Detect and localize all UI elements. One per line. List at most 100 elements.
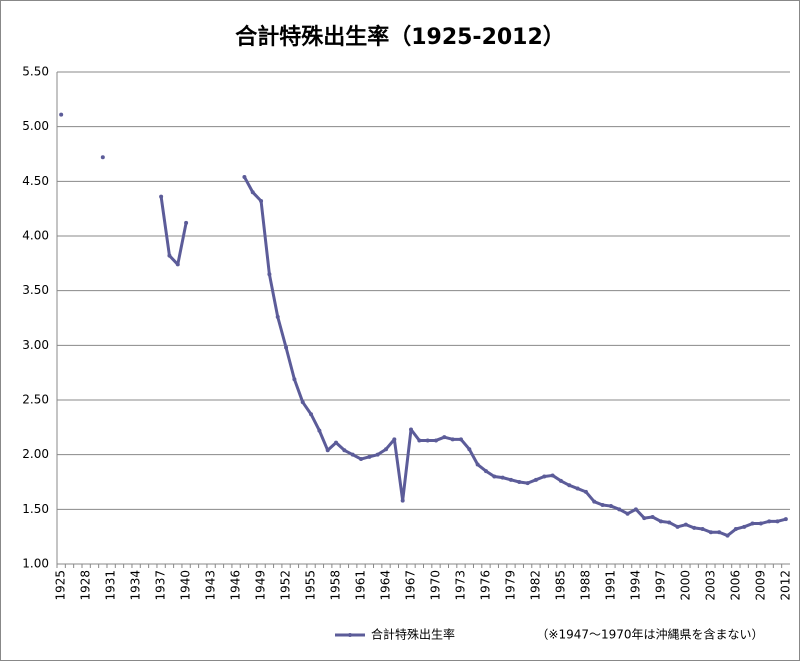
point bbox=[508, 477, 513, 482]
point bbox=[384, 447, 389, 452]
legend-label: 合計特殊出生率 bbox=[371, 627, 455, 642]
point bbox=[592, 499, 597, 504]
point bbox=[775, 519, 780, 524]
point bbox=[525, 481, 530, 486]
x-tick-label: 1940 bbox=[179, 570, 193, 601]
point bbox=[675, 524, 680, 529]
point bbox=[558, 478, 563, 483]
point bbox=[517, 480, 522, 484]
x-tick-label: 1976 bbox=[478, 570, 492, 601]
point bbox=[742, 524, 747, 529]
y-tick-label: 1.00 bbox=[22, 557, 49, 571]
x-tick-label: 1937 bbox=[154, 570, 168, 601]
point bbox=[425, 438, 430, 443]
point bbox=[650, 514, 655, 519]
point bbox=[583, 489, 588, 494]
point bbox=[284, 345, 289, 350]
x-tick-label: 1925 bbox=[54, 570, 68, 601]
x-tick-label: 1943 bbox=[204, 570, 218, 601]
point bbox=[633, 507, 638, 512]
y-tick-label: 5.50 bbox=[22, 65, 49, 79]
point bbox=[708, 530, 713, 535]
point bbox=[642, 516, 647, 521]
x-tick-label: 1934 bbox=[129, 570, 143, 601]
point bbox=[350, 452, 355, 457]
point bbox=[367, 454, 372, 459]
point bbox=[692, 525, 697, 530]
point bbox=[334, 440, 339, 445]
point bbox=[625, 511, 630, 516]
point bbox=[400, 498, 405, 503]
point bbox=[500, 475, 505, 480]
point bbox=[717, 530, 722, 535]
x-tick-label: 1994 bbox=[628, 570, 642, 601]
point bbox=[242, 174, 247, 179]
point bbox=[267, 272, 272, 277]
x-tick-label: 1928 bbox=[79, 570, 93, 601]
x-tick-label: 1979 bbox=[503, 570, 517, 601]
point bbox=[159, 194, 164, 199]
x-tick-label: 1931 bbox=[104, 570, 118, 601]
point bbox=[542, 474, 547, 479]
point bbox=[483, 469, 488, 474]
chart-title: 合計特殊出生率（1925-2012） bbox=[235, 24, 565, 50]
point bbox=[667, 520, 672, 525]
point bbox=[359, 457, 364, 462]
point bbox=[458, 437, 463, 442]
x-tick-label: 1949 bbox=[254, 570, 268, 601]
x-tick-label: 2006 bbox=[728, 570, 742, 601]
y-tick-label: 5.00 bbox=[22, 119, 49, 133]
point bbox=[184, 220, 189, 225]
point bbox=[617, 507, 622, 512]
point bbox=[250, 190, 255, 195]
point bbox=[575, 486, 580, 491]
x-tick-label: 1955 bbox=[304, 570, 318, 601]
point bbox=[275, 314, 280, 319]
x-tick-label: 2000 bbox=[678, 570, 692, 601]
point bbox=[100, 155, 105, 160]
x-tick-label: 1970 bbox=[428, 570, 442, 601]
x-tick-label: 1952 bbox=[279, 570, 293, 601]
y-tick-label: 2.50 bbox=[22, 393, 49, 407]
point bbox=[325, 448, 330, 453]
point bbox=[733, 527, 738, 532]
point bbox=[533, 477, 538, 482]
point bbox=[467, 447, 472, 452]
point bbox=[342, 448, 347, 453]
x-tick-label: 1985 bbox=[553, 570, 567, 601]
point bbox=[450, 437, 455, 442]
point bbox=[658, 519, 663, 524]
point bbox=[292, 377, 297, 382]
y-tick-label: 2.00 bbox=[22, 447, 49, 461]
x-tick-label: 1961 bbox=[354, 570, 368, 601]
point bbox=[550, 473, 555, 478]
point bbox=[300, 400, 305, 405]
point bbox=[683, 522, 688, 527]
y-tick-label: 1.50 bbox=[22, 502, 49, 516]
x-tick-label: 1991 bbox=[603, 570, 617, 601]
x-tick-label: 1973 bbox=[453, 570, 467, 601]
y-tick-label: 3.00 bbox=[22, 338, 49, 352]
point bbox=[783, 517, 788, 522]
point bbox=[767, 519, 772, 524]
x-tick-label: 2003 bbox=[703, 570, 717, 601]
point bbox=[758, 521, 763, 526]
x-tick-label: 2009 bbox=[753, 570, 767, 601]
x-tick-label: 1997 bbox=[653, 570, 667, 601]
point bbox=[317, 428, 322, 433]
y-tick-label: 4.50 bbox=[22, 174, 49, 188]
point bbox=[392, 437, 397, 442]
point bbox=[375, 452, 380, 457]
point bbox=[475, 462, 480, 467]
point bbox=[417, 438, 422, 443]
legend-marker bbox=[348, 633, 352, 637]
x-tick-label: 1982 bbox=[528, 570, 542, 601]
point bbox=[167, 253, 172, 258]
point bbox=[700, 527, 705, 532]
point bbox=[59, 112, 64, 117]
y-tick-label: 4.00 bbox=[22, 229, 49, 243]
x-tick-label: 1964 bbox=[379, 570, 393, 601]
point bbox=[309, 412, 314, 417]
